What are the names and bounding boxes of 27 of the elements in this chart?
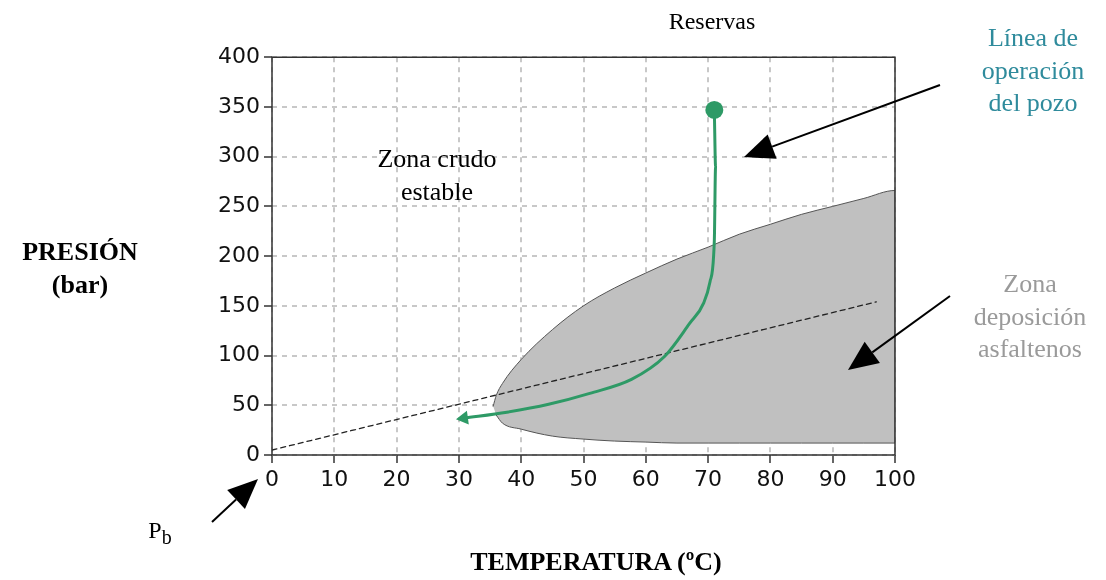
x-tick-label: 50 [569,465,598,491]
x-tick-label: 40 [507,465,536,491]
x-axis-title: TEMPERATURA (ºC) [469,546,723,578]
y-axis-title: PRESIÓN (bar) [21,236,139,301]
x-tick-label: 0 [265,465,279,491]
x-tick-label: 60 [631,465,660,491]
y-tick-label: 0 [246,440,260,466]
text: Reservas [667,7,757,36]
x-tick-label: 30 [444,465,473,491]
y-tick-label: 300 [218,142,260,168]
y-tick-label: 150 [218,291,260,317]
annotation: Zona crudo estable [376,143,498,208]
text: P$_{b}$ [147,516,173,550]
x-tick-label: 70 [694,465,723,491]
y-tick-label: 100 [218,341,260,367]
text: Línea de operación del pozo [980,22,1086,119]
x-tick-label: 80 [756,465,785,491]
x-tick-label: 90 [818,465,847,491]
x-tick-label: 10 [320,465,349,491]
y-tick-label: 50 [232,390,260,416]
y-tick-label: 350 [218,92,260,118]
text: Zona deposición asfaltenos [972,268,1088,365]
x-tick-label: 20 [382,465,411,491]
x-tick-label: 100 [874,465,916,491]
y-tick-label: 250 [218,192,260,218]
y-tick-label: 200 [218,241,260,267]
y-tick-label: 400 [218,42,260,68]
